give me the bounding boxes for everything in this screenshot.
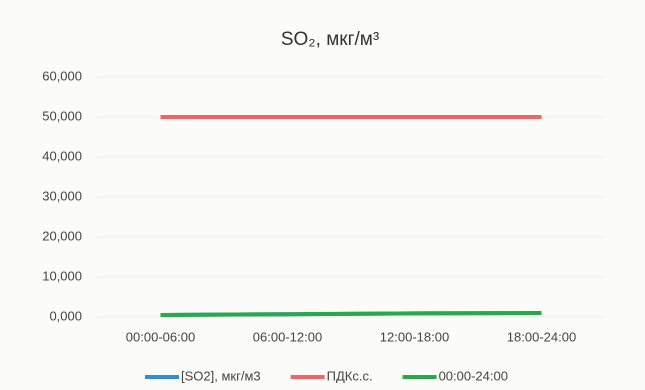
y-tick-label: 0,000 — [49, 308, 82, 323]
y-tick-label: 30,000 — [42, 188, 82, 203]
y-tick-label: 60,000 — [42, 68, 82, 83]
legend-label: ПДКс.с. — [327, 368, 373, 383]
x-tick-label: 06:00-12:00 — [253, 329, 322, 344]
y-tick-label: 10,000 — [42, 268, 82, 283]
chart-title: SO₂, мкг/м³ — [281, 29, 379, 50]
x-tick-label: 18:00-24:00 — [507, 329, 576, 344]
x-tick-label: 00:00-06:00 — [126, 329, 195, 344]
legend-label: [SO2], мкг/м3 — [181, 368, 261, 383]
series-line — [160, 311, 542, 317]
y-tick-label: 50,000 — [42, 108, 82, 123]
legend-label: 00:00-24:00 — [439, 368, 508, 383]
x-tick-label: 12:00-18:00 — [380, 329, 449, 344]
y-tick-label: 20,000 — [42, 228, 82, 243]
y-tick-label: 40,000 — [42, 148, 82, 163]
